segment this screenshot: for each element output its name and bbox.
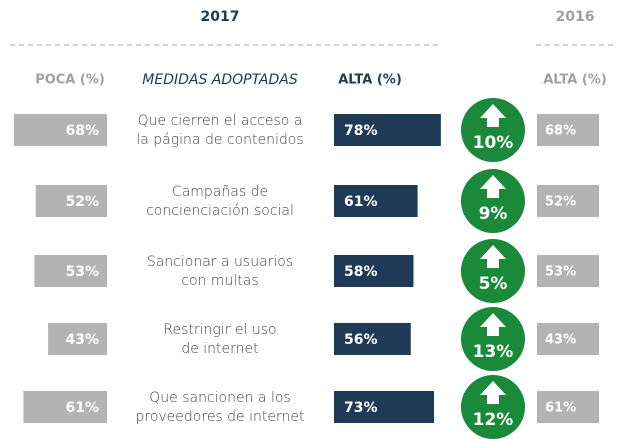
bar-previous bbox=[537, 391, 599, 423]
bar-high bbox=[334, 391, 435, 423]
category-line: la página de contenidos bbox=[136, 132, 303, 148]
bar-previous bbox=[537, 114, 599, 146]
change-label: 9% bbox=[479, 204, 508, 224]
year-current: 2017 bbox=[201, 9, 240, 25]
header-measures: MEDIDAS ADOPTADAS bbox=[142, 72, 298, 88]
bar-low bbox=[13, 114, 108, 146]
header-low: POCA (%) bbox=[35, 73, 105, 88]
up-arrow bbox=[480, 381, 506, 404]
up-arrow bbox=[480, 175, 506, 198]
bar-high bbox=[334, 185, 418, 217]
value-label: 43% bbox=[65, 332, 99, 348]
year-previous: 2016 bbox=[556, 9, 595, 25]
header-high-previous: ALTA (%) bbox=[543, 73, 607, 88]
change-badge bbox=[461, 307, 525, 371]
bar-low bbox=[34, 255, 107, 287]
value-label: 68% bbox=[545, 124, 576, 139]
bar-low bbox=[23, 391, 107, 423]
change-label: 5% bbox=[479, 274, 508, 294]
value-label: 58% bbox=[344, 264, 378, 280]
value-label: 73% bbox=[344, 400, 378, 416]
change-badge bbox=[461, 375, 525, 439]
value-label: 52% bbox=[65, 194, 99, 210]
value-label: 53% bbox=[65, 264, 99, 280]
category-line: concienciación social bbox=[146, 203, 294, 219]
value-label: 53% bbox=[545, 265, 576, 280]
bar-high bbox=[334, 323, 411, 355]
category-line: con multas bbox=[181, 273, 258, 289]
bar-low bbox=[35, 185, 108, 217]
change-badge bbox=[461, 169, 525, 233]
bar-high bbox=[334, 255, 414, 287]
value-label: 43% bbox=[545, 333, 576, 348]
value-label: 56% bbox=[344, 332, 378, 348]
bar-high bbox=[334, 114, 441, 146]
up-arrow bbox=[480, 104, 506, 127]
value-label: 78% bbox=[344, 123, 378, 139]
change-label: 10% bbox=[473, 133, 514, 153]
bar-previous bbox=[537, 255, 599, 287]
change-badge bbox=[461, 98, 525, 162]
change-label: 13% bbox=[473, 342, 514, 362]
category-line: Campañas de bbox=[172, 184, 268, 200]
change-label: 12% bbox=[473, 410, 514, 430]
category-line: Restringir el uso bbox=[163, 322, 276, 338]
change-badge bbox=[461, 239, 525, 303]
bar-previous bbox=[537, 323, 599, 355]
value-label: 68% bbox=[65, 123, 99, 139]
value-label: 61% bbox=[65, 400, 99, 416]
category-line: Que cierren el acceso a bbox=[138, 113, 303, 129]
value-label: 61% bbox=[545, 401, 576, 416]
category-line: de internet bbox=[181, 341, 258, 357]
up-arrow bbox=[480, 245, 506, 268]
header-high: ALTA (%) bbox=[338, 73, 402, 88]
up-arrow bbox=[480, 313, 506, 336]
value-label: 52% bbox=[545, 195, 576, 210]
bar-low bbox=[48, 323, 107, 355]
category-line: proveedores de internet bbox=[136, 409, 305, 425]
value-label: 61% bbox=[344, 194, 378, 210]
category-line: Sancionar a usuarios bbox=[147, 254, 293, 270]
bar-previous bbox=[537, 185, 599, 217]
category-line: Que sancionen a los bbox=[149, 390, 290, 406]
